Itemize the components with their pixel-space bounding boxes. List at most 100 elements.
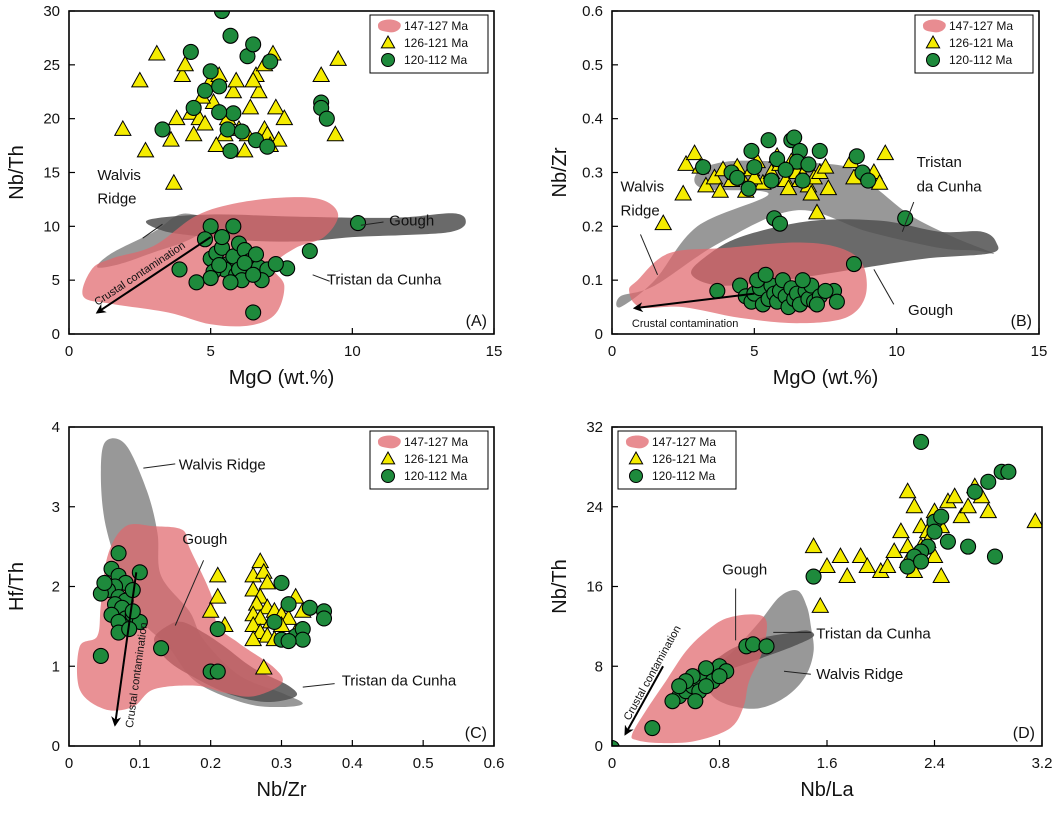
circle-point [349,215,367,232]
x-tick-label: 10 [888,343,905,360]
circle-point [259,138,276,155]
x-tick-label: 0 [65,755,73,772]
y-tick-label: 16 [586,579,603,596]
series-circles [612,433,1017,746]
circle-point [986,548,1004,565]
legend-circle-marker [629,469,643,483]
x-tick-label: 15 [1031,343,1048,360]
y-tick-label: 0.2 [582,218,603,235]
legend-label: 120-112 Ma [949,53,1012,67]
panel-label: (C) [465,725,487,742]
circle-point [745,636,762,653]
pointer-line [901,201,915,232]
triangle-point [130,71,149,88]
circle-point [811,142,828,160]
y-tick-label: 0 [595,326,603,343]
circle-point [848,148,865,165]
triangle-point [654,214,673,231]
legend: 147-127 Ma 126-121 Ma 120-112 Ma [369,430,489,490]
circle-point [92,647,109,665]
annotation-label: Walvis Ridge [816,666,903,683]
series-triangles [804,477,1042,613]
circle-point [794,172,811,189]
circle-point [196,82,214,99]
circle-point [743,142,760,160]
circle-point [266,613,283,630]
triangle-point [167,109,186,126]
triangle-point [816,157,835,174]
triangle-point [838,567,857,583]
circle-point [211,104,228,121]
triangle-point [196,114,214,131]
circle-point [182,43,199,60]
pointer-line [302,683,335,688]
triangle-point [208,566,227,583]
legend-triangle-marker [380,450,396,465]
plot-area [616,129,999,324]
x-tick-label: 2.4 [924,755,945,772]
circle-point [771,215,789,232]
y-tick-label: 4 [52,419,60,436]
annotation-label: Gough [908,302,953,319]
triangle-point [685,144,704,161]
circle-point [245,266,262,283]
field-gray [100,438,303,708]
legend-label: 147-127 Ma [949,19,1013,33]
triangle-point [878,557,897,574]
panel-b: Walvis Ridge Tristan da Cunha Gough Crustal c… [549,3,1047,389]
triangle-point [201,601,220,618]
triangle-point [147,44,166,61]
circle-point [294,631,311,648]
triangle-point [244,580,263,597]
legend-circle-marker [926,53,940,67]
circle-point [247,246,265,263]
x-tick-label: 1.6 [817,755,838,772]
triangle-point [329,49,348,66]
circle-point [315,610,333,627]
circle-point [698,660,715,677]
legend-field-swatch [625,435,649,449]
circle-point [687,693,704,710]
x-tick-label: 0.6 [484,755,505,772]
triangle-point [674,184,693,201]
y-tick-label: 24 [586,499,603,516]
y-tick-label: 0 [52,326,60,343]
triangle-point [952,507,971,524]
triangle-point [176,55,195,72]
circle-point [664,693,681,710]
panel-label: (B) [1011,313,1032,330]
triangle-point [1026,512,1042,529]
pointer-line [360,221,384,226]
circle-point [671,678,688,695]
x-axis-label: MgO (wt.%) [773,367,879,389]
legend-label: 147-127 Ma [652,435,716,449]
circle-point [933,508,950,525]
x-tick-label: 0 [65,343,73,360]
legend-triangle-marker [925,34,941,49]
circle-point [233,123,250,140]
circle-point [845,255,863,273]
legend-label: 120-112 Ma [404,469,467,483]
y-axis-label: Nb/Th [6,145,28,199]
circle-point [222,27,239,44]
circle-point [746,159,763,176]
annotation-label: da Cunha [917,178,983,195]
crustal-contamination-arrow [111,572,138,727]
x-tick-label: 0.3 [271,755,292,772]
y-tick-label: 0 [52,738,60,755]
circle-point [211,257,228,274]
circle-point [769,150,786,168]
circle-point [709,282,726,299]
circle-point [273,574,290,592]
legend-label: 126-121 Ma [404,36,468,50]
circle-point [202,269,219,287]
x-tick-label: 0.8 [709,755,730,772]
circle-point [757,266,774,283]
triangle-point [162,130,180,147]
pointer-line [873,269,895,305]
y-tick-label: 0.6 [582,3,603,20]
annotation-label: Gough [389,212,434,229]
triangle-point [244,71,263,88]
circle-point [817,282,834,299]
